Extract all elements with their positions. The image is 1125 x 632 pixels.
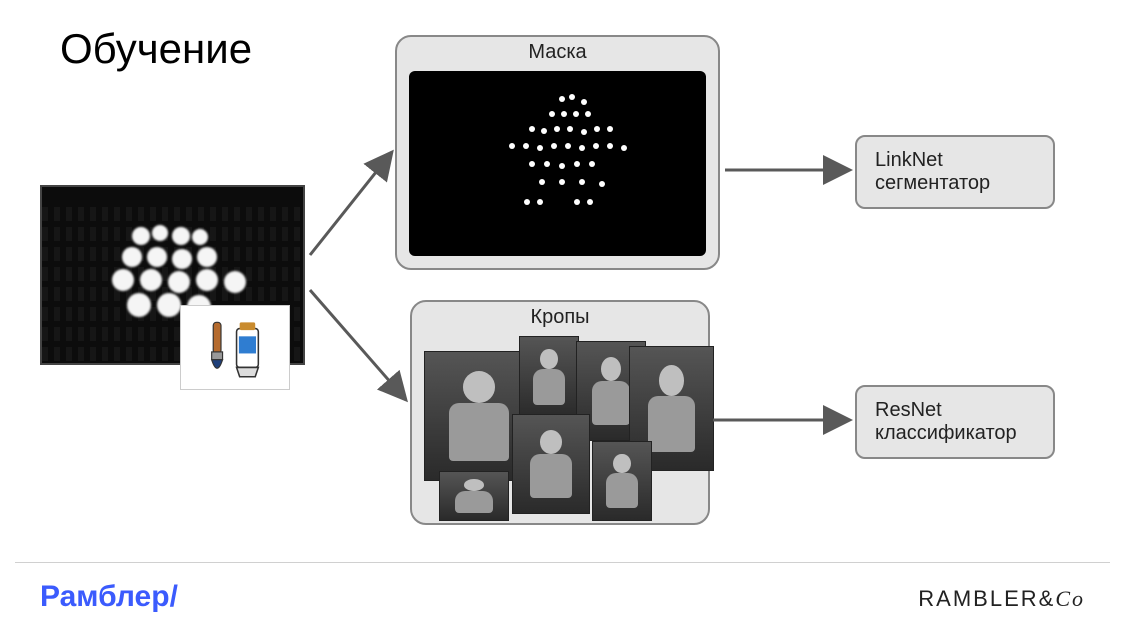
brand-left: Рамблер/ — [40, 580, 178, 614]
resnet-box: ResNet классификатор — [855, 385, 1055, 459]
brand-right-a: RAMBLER — [918, 586, 1038, 611]
linknet-line1: LinkNet — [875, 149, 1035, 172]
crops-node: Кропы — [410, 300, 710, 525]
slide-root: Обучение — [0, 0, 1125, 632]
brand-co: Co — [1055, 586, 1085, 611]
linknet-line2: сегментатор — [875, 172, 1035, 195]
brand-left-text: Рамблер — [40, 580, 170, 613]
brand-slash: / — [170, 580, 178, 613]
brand-right: RAMBLER&Co — [918, 586, 1085, 612]
page-title: Обучение — [60, 25, 252, 73]
footer-divider — [15, 562, 1110, 563]
resnet-line2: классификатор — [875, 422, 1035, 445]
crops-label: Кропы — [412, 302, 708, 329]
linknet-box: LinkNet сегментатор — [855, 135, 1055, 209]
paint-icon — [180, 305, 290, 390]
mask-node: Маска — [395, 35, 720, 270]
mask-visual — [409, 71, 706, 256]
mask-label: Маска — [397, 37, 718, 64]
brand-amp: & — [1039, 586, 1056, 611]
crops-visual — [424, 336, 696, 511]
resnet-line1: ResNet — [875, 399, 1035, 422]
